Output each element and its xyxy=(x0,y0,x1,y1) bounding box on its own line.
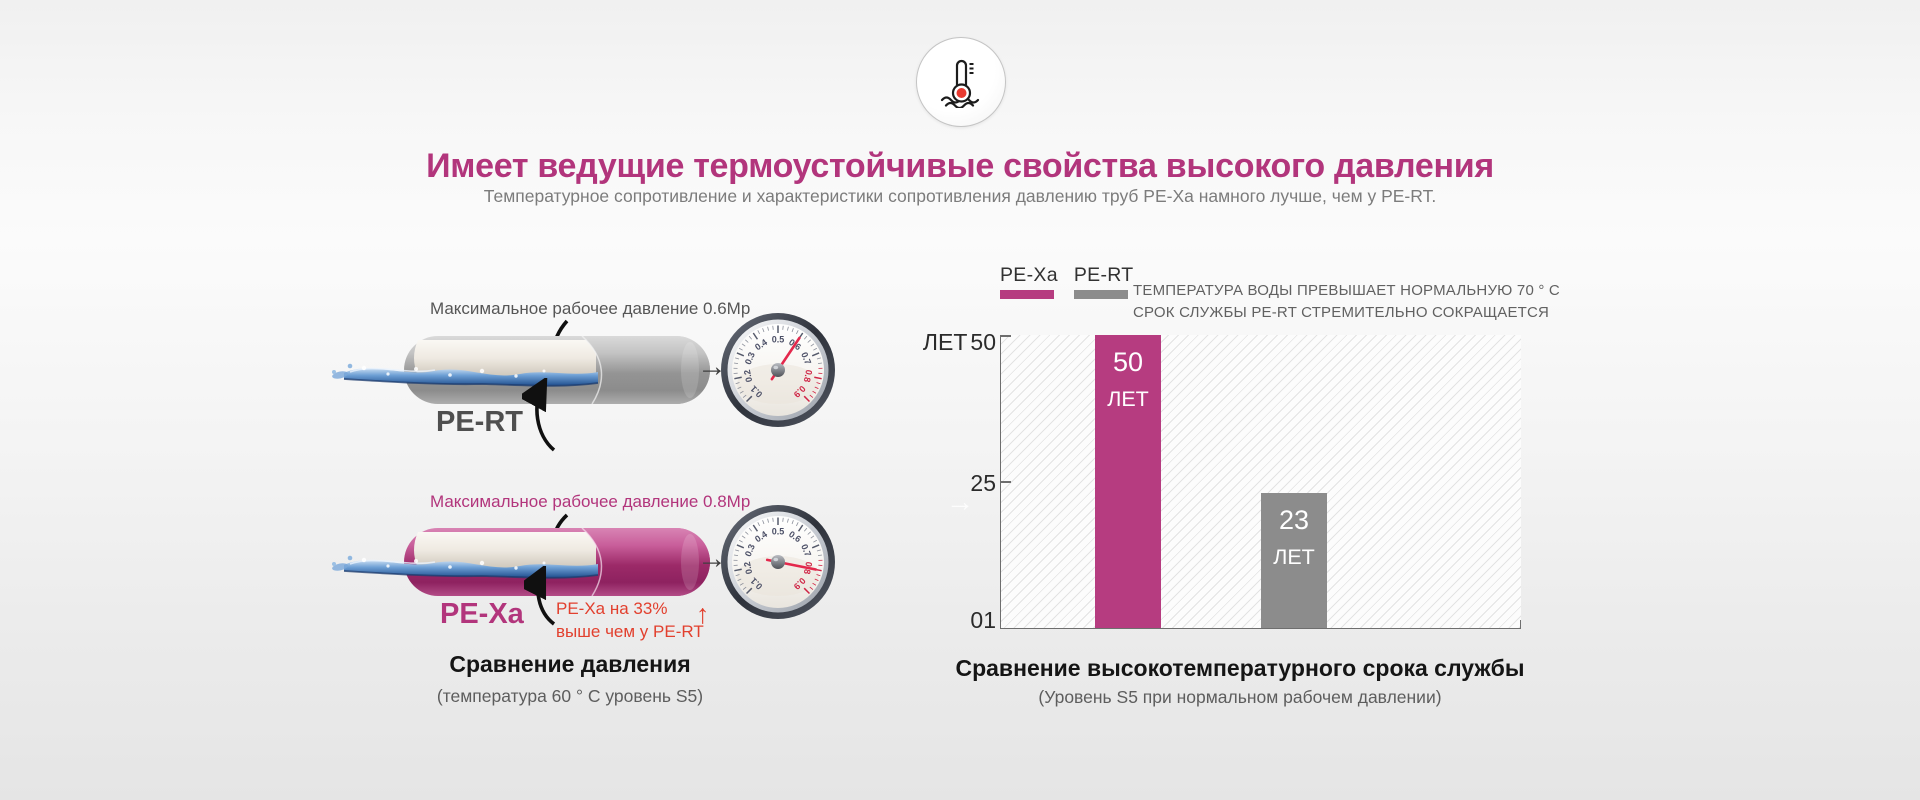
legend-item-pe-xa: PE-Xa xyxy=(1000,264,1058,299)
y-tick-0: 01 xyxy=(970,607,996,633)
svg-text:0.3: 0.3 xyxy=(743,351,757,366)
pe-xa-pipe-illustration xyxy=(332,527,710,597)
page-title: Имеет ведущие термоустойчивые свойства в… xyxy=(426,146,1494,185)
pe-rt-pressure-label: Максимальное рабочее давление 0.6Мр xyxy=(430,299,751,318)
svg-text:0.5: 0.5 xyxy=(772,335,785,345)
svg-text:0.7: 0.7 xyxy=(799,351,813,366)
bar-pe-xa: 50 ЛЕТ xyxy=(1095,335,1161,628)
pe-xa-pressure-label: Максимальное рабочее давление 0.8Мр xyxy=(430,492,751,511)
pressure-gauge-pe-xa: 0.10.20.30.40.50.60.70.80.9 xyxy=(721,505,835,619)
svg-text:0.8: 0.8 xyxy=(802,369,814,383)
bar-pe-rt: 23 ЛЕТ xyxy=(1261,493,1327,628)
svg-text:0.3: 0.3 xyxy=(743,543,757,558)
thermometer-icon xyxy=(940,59,980,108)
legend-swatch xyxy=(1000,290,1054,299)
svg-text:0.2: 0.2 xyxy=(742,369,754,383)
pressure-note-line2: выше чем у PE-RT xyxy=(556,622,704,641)
y-axis-label-50: ЛЕТ 50 xyxy=(900,329,996,356)
legend-label: PE-RT xyxy=(1073,264,1134,286)
pe-rt-pipe-name: PE-RT xyxy=(436,406,523,438)
axis-tick xyxy=(1519,620,1521,628)
page-subtitle: Температурное сопротивление и характерис… xyxy=(483,185,1437,206)
legend-label: PE-Xa xyxy=(1000,264,1058,286)
svg-text:0.7: 0.7 xyxy=(799,543,813,558)
pe-xa-pipe-name: PE-Xa xyxy=(440,598,524,630)
pressure-caption: Сравнение давления xyxy=(449,651,691,677)
chart-legend: PE-Xa PE-RT xyxy=(1000,264,1134,299)
pressure-subcaption: (температура 60 ° C уровень S5) xyxy=(436,686,704,706)
up-arrow-icon: ↑ xyxy=(696,599,710,629)
bar-chart-plot: 50 ЛЕТ 23 ЛЕТ xyxy=(1000,335,1521,629)
axis-tick xyxy=(1001,481,1011,483)
chart-annotation: ТЕМПЕРАТУРА ВОДЫ ПРЕВЫШАЕТ НОРМАЛЬНУЮ 70… xyxy=(1133,280,1560,324)
chart-caption: Сравнение высокотемпературного срока слу… xyxy=(955,655,1525,681)
pressure-gauge-pe-rt: 0.10.20.30.40.50.60.70.80.9 xyxy=(721,313,835,427)
bar-unit: ЛЕТ xyxy=(1273,545,1315,570)
y-tick-50: 50 xyxy=(970,329,996,355)
bar-unit: ЛЕТ xyxy=(1107,387,1149,411)
pressure-note-line1: PE-Xa на 33% xyxy=(556,599,668,618)
axis-tick xyxy=(1001,335,1011,337)
svg-text:0.5: 0.5 xyxy=(772,527,785,537)
bar-value: 23 xyxy=(1278,505,1310,536)
pe-rt-pipe-illustration xyxy=(332,335,710,405)
svg-text:0.2: 0.2 xyxy=(742,561,754,575)
thermometer-badge xyxy=(916,37,1006,127)
y-axis-unit: ЛЕТ xyxy=(922,329,968,355)
decorative-arrow-icon: → xyxy=(946,486,974,517)
chart-annotation-line2: СРОК СЛУЖБЫ PE-RT СТРЕМИТЕЛЬНО СОКРАЩАЕТ… xyxy=(1133,304,1550,321)
pressure-note: PE-Xa на 33% выше чем у PE-RT xyxy=(556,597,704,643)
arrow-up-icon xyxy=(524,566,556,626)
arrow-up-icon xyxy=(522,378,556,452)
legend-swatch xyxy=(1073,290,1128,299)
chart-annotation-line1: ТЕМПЕРАТУРА ВОДЫ ПРЕВЫШАЕТ НОРМАЛЬНУЮ 70… xyxy=(1133,282,1560,299)
bar-value: 50 xyxy=(1112,347,1144,377)
y-tick-25: 25 xyxy=(970,470,996,496)
legend-item-pe-rt: PE-RT xyxy=(1073,264,1134,299)
chart-subcaption: (Уровень S5 при нормальном рабочем давле… xyxy=(1038,687,1442,707)
